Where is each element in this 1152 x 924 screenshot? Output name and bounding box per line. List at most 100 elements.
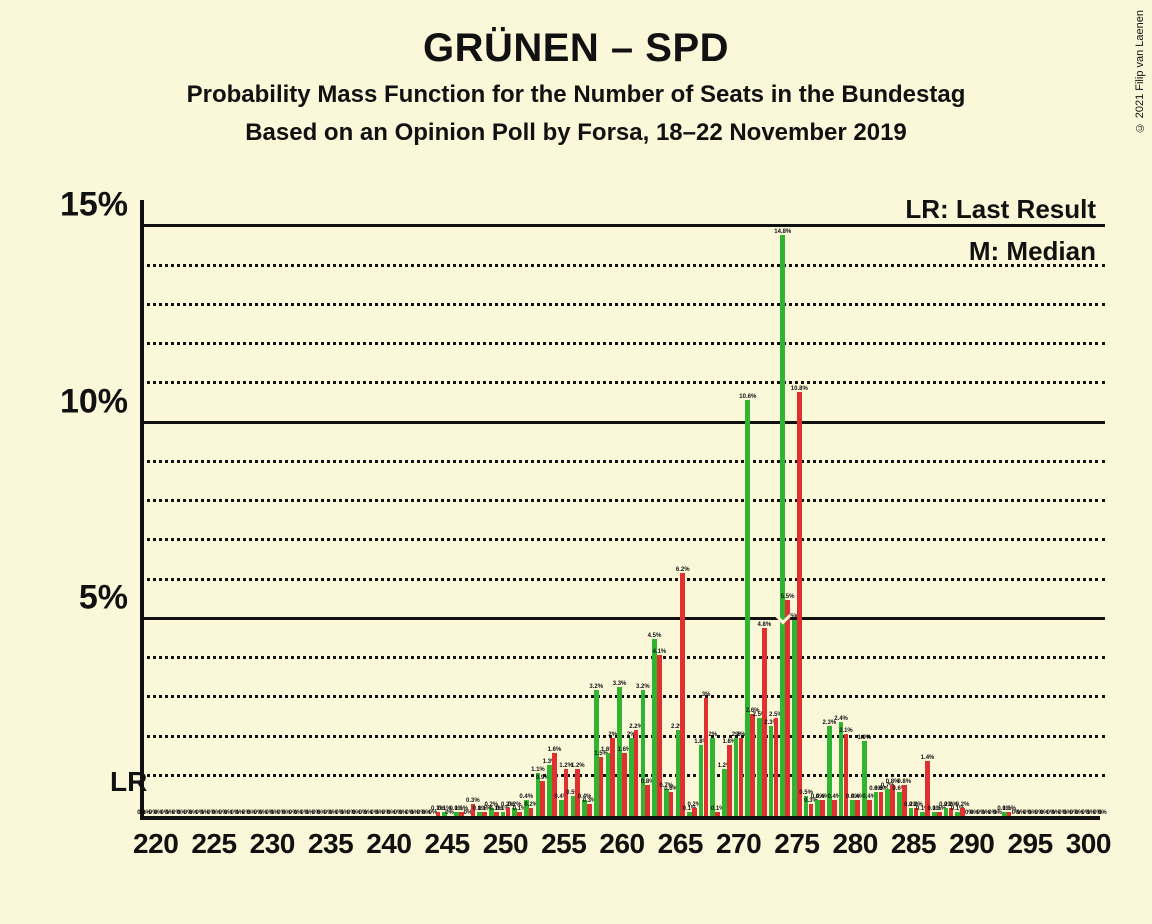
bar-slot: 3.2%0.8% — [639, 200, 651, 816]
bar-slot: 0%0% — [278, 200, 290, 816]
bar-slot: 0%0% — [418, 200, 430, 816]
bar-slot: 0.6%0.6% — [873, 200, 885, 816]
bar-red: 0.8% — [902, 785, 907, 816]
bar-slot: 1.8%3% — [698, 200, 710, 816]
bar-slot: 1.6%2% — [605, 200, 617, 816]
bar-red: 0.4% — [867, 800, 872, 816]
bar-slot: 0%0% — [966, 200, 978, 816]
bar-slot: 2.3%0.4% — [826, 200, 838, 816]
bar-value-label: 3.2% — [636, 684, 650, 690]
bar-slot: 0%0% — [406, 200, 418, 816]
bar-slot: 0%0.3% — [465, 200, 477, 816]
bar-slot: 0%0% — [325, 200, 337, 816]
bar-slot: 0%0% — [173, 200, 185, 816]
x-tick-label: 290 — [949, 828, 994, 860]
bar-slot: 2.2%6.2% — [674, 200, 686, 816]
bar-slot: 14.8%5.5% — [779, 200, 791, 816]
bar-slot: 0%0% — [383, 200, 395, 816]
bar-slot: 0.5%1.2% — [570, 200, 582, 816]
y-tick-label: 15% — [60, 186, 128, 225]
x-tick-label: 285 — [891, 828, 936, 860]
x-tick-label: 225 — [191, 828, 236, 860]
bar-red: 2.5% — [774, 718, 779, 816]
bar-slot: 2% 0.1% — [709, 200, 721, 816]
bar-slot: 0.4%1.2% — [558, 200, 570, 816]
x-tick-label: 255 — [541, 828, 586, 860]
bar-value-label: 1.1% — [531, 767, 545, 773]
bar-value-label: 2% — [708, 732, 717, 738]
bar-value-label: 3.3% — [613, 681, 627, 687]
bar-red: 2% — [739, 738, 744, 816]
x-tick-label: 275 — [774, 828, 819, 860]
bar-slot: 0%0% — [1036, 200, 1048, 816]
bar-value-label: 4.5% — [648, 633, 662, 639]
bar-slot: 0.1%0% — [441, 200, 453, 816]
chart-title: GRÜNEN – SPD — [0, 26, 1152, 71]
bar-value-label: 2.4% — [834, 716, 848, 722]
bar-red: 0.9% — [540, 781, 545, 816]
bar-slot: 0%0% — [313, 200, 325, 816]
bar-slot: 0.1%0.1% — [476, 200, 488, 816]
bar-red: 2% — [610, 738, 615, 816]
bar-slot: 0%0% — [360, 200, 372, 816]
bar-slot: 0%0% — [220, 200, 232, 816]
x-tick-label: 240 — [366, 828, 411, 860]
bar-red: 1.6% — [552, 753, 557, 816]
bar-slot: 0.1%1.4% — [919, 200, 931, 816]
bar-value-label: 10.6% — [739, 394, 756, 400]
bar-slot: 0%0% — [243, 200, 255, 816]
bar-slot: 4.5% 4.1% — [651, 200, 663, 816]
bar-red: 1.5% — [599, 757, 604, 816]
bar-slot: 0%0.1% — [430, 200, 442, 816]
bar-slot: 0.1%0.2% — [954, 200, 966, 816]
copyright-text: © 2021 Filip van Laenen — [1134, 10, 1146, 133]
bar-slot: 0.1%0.2% — [500, 200, 512, 816]
bar-red: 0.2% — [529, 808, 534, 816]
bar-slot: 0%0% — [255, 200, 267, 816]
chart-area: 5%10%15% 2202252302352402452502552602652… — [140, 200, 1100, 820]
bar-slot: 0%0% — [1024, 200, 1036, 816]
bar-red: 1.6% — [622, 753, 627, 816]
bar-slot: 0%0% — [150, 200, 162, 816]
bar-slot: 0%0% — [231, 200, 243, 816]
bar-slot: 0%0% — [1048, 200, 1060, 816]
bar-value-label: 1.9% — [858, 735, 872, 741]
chart-subtitle-1: Probability Mass Function for the Number… — [0, 81, 1152, 109]
bar-red: 0.1% — [494, 812, 499, 816]
x-tick-label: 245 — [425, 828, 470, 860]
bar-red: 0.2% — [506, 808, 511, 816]
chart-subtitle-2: Based on an Opinion Poll by Forsa, 18–22… — [0, 119, 1152, 147]
bar-slot: 10.6%2.6% — [744, 200, 756, 816]
bar-slot: 0%0% — [1083, 200, 1095, 816]
bar-red: 10.8% — [797, 392, 802, 816]
bar-slot: 0%0% — [161, 200, 173, 816]
bar-red: 0.1% — [482, 812, 487, 816]
x-tick-label: 220 — [133, 828, 178, 860]
bar-red: 2.2% — [634, 730, 639, 816]
x-tick-label: 295 — [1007, 828, 1052, 860]
bar-red: 0.3% — [587, 804, 592, 816]
x-axis — [140, 816, 1100, 820]
bar-slot: 0%0% — [290, 200, 302, 816]
bar-red: 0.6% — [669, 792, 674, 816]
bar-slot: 0.1%0.1% — [453, 200, 465, 816]
bar-red: 2.6% — [750, 714, 755, 816]
bar-slot: 0.5%0.3% — [803, 200, 815, 816]
bar-slot: 3.2%1.5% — [593, 200, 605, 816]
x-tick-label: 250 — [483, 828, 528, 860]
bar-slot: 0.4%0.4% — [849, 200, 861, 816]
bar-red: 4.1% — [657, 655, 662, 816]
bar-slot: 0.1%0.2% — [686, 200, 698, 816]
y-tick-label: 5% — [79, 578, 128, 617]
bar-slot: 0%0% — [208, 200, 220, 816]
bar-slot: 0.1%0.1% — [931, 200, 943, 816]
bar-red: 0.4% — [820, 800, 825, 816]
bar-slot: 0.2%0.1% — [488, 200, 500, 816]
x-tick-label: 270 — [716, 828, 761, 860]
bar-red: 2.1% — [844, 734, 849, 816]
bar-red: 1.2% — [575, 769, 580, 816]
bar-red: 0.1% — [715, 812, 720, 816]
bar-slot: 2%2% — [733, 200, 745, 816]
bar-red: 0.4% — [855, 800, 860, 816]
x-tick-label: 235 — [308, 828, 353, 860]
